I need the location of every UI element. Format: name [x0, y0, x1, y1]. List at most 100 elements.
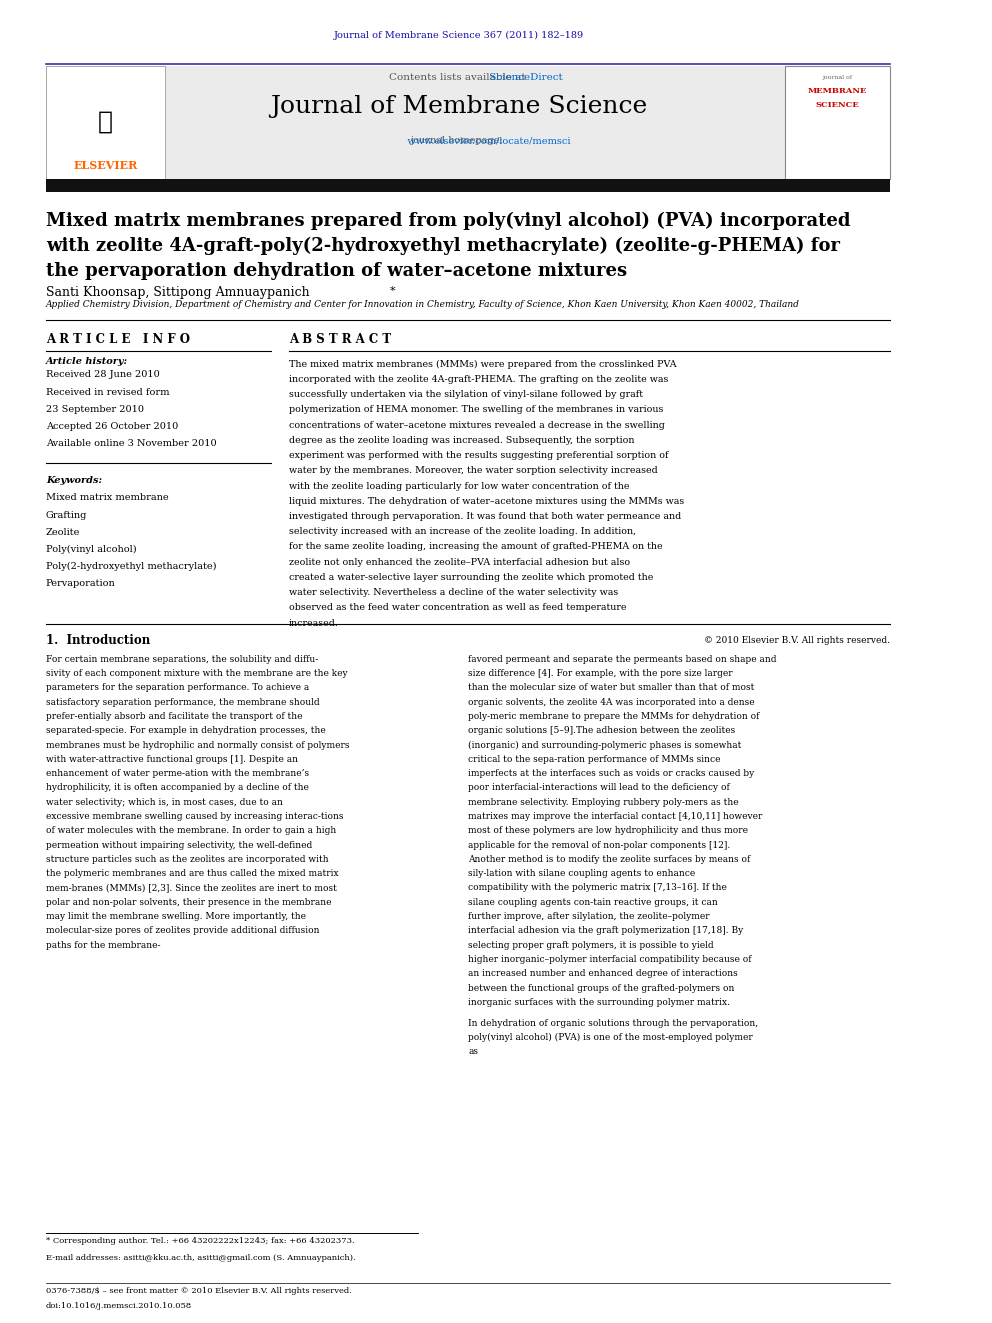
Text: * Corresponding author. Tel.: +66 43202222x12243; fax: +66 43202373.: * Corresponding author. Tel.: +66 432022… [46, 1237, 354, 1245]
Text: with zeolite 4A-ɡraft-poly(2-hydroxyethyl methacrylate) (zeolite-g-PHEMA) for: with zeolite 4A-ɡraft-poly(2-hydroxyethy… [46, 237, 840, 255]
Text: liquid mixtures. The dehydration of water–acetone mixtures using the MMMs was: liquid mixtures. The dehydration of wate… [289, 496, 684, 505]
Text: prefer-entially absorb and facilitate the transport of the: prefer-entially absorb and facilitate th… [46, 712, 303, 721]
Text: sivity of each component mixture with the membrane are the key: sivity of each component mixture with th… [46, 669, 347, 679]
Text: imperfects at the interfaces such as voids or cracks caused by: imperfects at the interfaces such as voi… [468, 769, 754, 778]
Text: journal homepage:: journal homepage: [411, 136, 507, 146]
Text: © 2010 Elsevier B.V. All rights reserved.: © 2010 Elsevier B.V. All rights reserved… [704, 636, 891, 646]
Text: the polymeric membranes and are thus called the mixed matrix: the polymeric membranes and are thus cal… [46, 869, 338, 878]
Text: inorganic surfaces with the surrounding polymer matrix.: inorganic surfaces with the surrounding … [468, 998, 730, 1007]
Text: Article history:: Article history: [46, 357, 128, 366]
Text: polar and non-polar solvents, their presence in the membrane: polar and non-polar solvents, their pres… [46, 898, 331, 906]
Text: 23 September 2010: 23 September 2010 [46, 405, 144, 414]
Text: Poly(vinyl alcohol): Poly(vinyl alcohol) [46, 545, 137, 554]
Text: of water molecules with the membrane. In order to gain a high: of water molecules with the membrane. In… [46, 827, 336, 835]
Text: matrixes may improve the interfacial contact [4,10,11] however: matrixes may improve the interfacial con… [468, 812, 763, 822]
Text: water selectivity; which is, in most cases, due to an: water selectivity; which is, in most cas… [46, 798, 283, 807]
Text: In dehydration of organic solutions through the pervaporation,: In dehydration of organic solutions thro… [468, 1019, 758, 1028]
Text: silane coupling agents con-tain reactive groups, it can: silane coupling agents con-tain reactive… [468, 898, 718, 906]
Text: E-mail addresses: asitti@kku.ac.th, asitti@gmail.com (S. Amnuaypanich).: E-mail addresses: asitti@kku.ac.th, asit… [46, 1254, 355, 1262]
Text: structure particles such as the zeolites are incorporated with: structure particles such as the zeolites… [46, 855, 328, 864]
Text: higher inorganic–polymer interfacial compatibility because of: higher inorganic–polymer interfacial com… [468, 955, 752, 964]
Text: with water-attractive functional groups [1]. Despite an: with water-attractive functional groups … [46, 755, 298, 763]
Text: zeolite not only enhanced the zeolite–PVA interfacial adhesion but also: zeolite not only enhanced the zeolite–PV… [289, 557, 630, 566]
Text: Mixed matrix membranes prepared from poly(vinyl alcohol) (PVA) incorporated: Mixed matrix membranes prepared from pol… [46, 212, 850, 230]
Text: successfully undertaken via the silylation of vinyl-silane followed by graft: successfully undertaken via the silylati… [289, 390, 643, 400]
Text: interfacial adhesion via the graft polymerization [17,18]. By: interfacial adhesion via the graft polym… [468, 926, 743, 935]
Text: most of these polymers are low hydrophilicity and thus more: most of these polymers are low hydrophil… [468, 827, 748, 835]
Text: Received 28 June 2010: Received 28 June 2010 [46, 370, 160, 380]
Text: the pervaporation dehydration of water–acetone mixtures: the pervaporation dehydration of water–a… [46, 262, 627, 280]
Text: organic solvents, the zeolite 4A was incorporated into a dense: organic solvents, the zeolite 4A was inc… [468, 697, 755, 706]
Text: ScienceDirect: ScienceDirect [355, 73, 562, 82]
Text: The mixed matrix membranes (MMMs) were prepared from the crosslinked PVA: The mixed matrix membranes (MMMs) were p… [289, 360, 677, 369]
Text: A R T I C L E   I N F O: A R T I C L E I N F O [46, 333, 189, 347]
Text: Pervaporation: Pervaporation [46, 579, 116, 589]
Text: compatibility with the polymeric matrix [7,13–16]. If the: compatibility with the polymeric matrix … [468, 884, 727, 893]
Text: Applied Chemistry Division, Department of Chemistry and Center for Innovation in: Applied Chemistry Division, Department o… [46, 300, 800, 310]
FancyBboxPatch shape [46, 179, 891, 192]
Text: polymerization of HEMA monomer. The swelling of the membranes in various: polymerization of HEMA monomer. The swel… [289, 405, 664, 414]
Text: favored permeant and separate the permeants based on shape and: favored permeant and separate the permea… [468, 655, 777, 664]
Text: critical to the sepa-ration performance of MMMs since: critical to the sepa-ration performance … [468, 755, 720, 763]
FancyBboxPatch shape [46, 66, 166, 179]
Text: 🌳: 🌳 [98, 110, 113, 134]
Text: satisfactory separation performance, the membrane should: satisfactory separation performance, the… [46, 697, 319, 706]
Text: Mixed matrix membrane: Mixed matrix membrane [46, 493, 169, 503]
Text: *: * [390, 286, 396, 296]
Text: membranes must be hydrophilic and normally consist of polymers: membranes must be hydrophilic and normal… [46, 741, 349, 750]
Text: as: as [468, 1048, 478, 1056]
Text: 1.  Introduction: 1. Introduction [46, 634, 150, 647]
Text: incorporated with the zeolite 4A-graft-PHEMA. The grafting on the zeolite was: incorporated with the zeolite 4A-graft-P… [289, 376, 669, 384]
Text: increased.: increased. [289, 618, 339, 627]
FancyBboxPatch shape [785, 66, 891, 179]
Text: for the same zeolite loading, increasing the amount of grafted-PHEMA on the: for the same zeolite loading, increasing… [289, 542, 663, 552]
Text: 0376-7388/$ – see front matter © 2010 Elsevier B.V. All rights reserved.: 0376-7388/$ – see front matter © 2010 El… [46, 1287, 352, 1295]
Text: investigated through pervaporation. It was found that both water permeance and: investigated through pervaporation. It w… [289, 512, 682, 521]
Text: parameters for the separation performance. To achieve a: parameters for the separation performanc… [46, 684, 310, 692]
Text: For certain membrane separations, the solubility and diffu-: For certain membrane separations, the so… [46, 655, 318, 664]
Text: hydrophilicity, it is often accompanied by a decline of the: hydrophilicity, it is often accompanied … [46, 783, 309, 792]
Text: Contents lists available at: Contents lists available at [389, 73, 529, 82]
Text: Zeolite: Zeolite [46, 528, 80, 537]
Text: doi:10.1016/j.memsci.2010.10.058: doi:10.1016/j.memsci.2010.10.058 [46, 1302, 192, 1310]
Text: MEMBRANE: MEMBRANE [807, 87, 867, 95]
Text: journal of: journal of [822, 75, 852, 81]
Text: organic solutions [5–9].The adhesion between the zeolites: organic solutions [5–9].The adhesion bet… [468, 726, 735, 736]
Text: Accepted 26 October 2010: Accepted 26 October 2010 [46, 422, 179, 431]
Text: with the zeolite loading particularly for low water concentration of the: with the zeolite loading particularly fo… [289, 482, 630, 491]
FancyBboxPatch shape [46, 66, 891, 179]
Text: size difference [4]. For example, with the pore size larger: size difference [4]. For example, with t… [468, 669, 733, 679]
Text: selectivity increased with an increase of the zeolite loading. In addition,: selectivity increased with an increase o… [289, 527, 636, 536]
Text: www.elsevier.com/locate/memsci: www.elsevier.com/locate/memsci [347, 136, 570, 146]
Text: molecular-size pores of zeolites provide additional diffusion: molecular-size pores of zeolites provide… [46, 926, 319, 935]
Text: created a water-selective layer surrounding the zeolite which promoted the: created a water-selective layer surround… [289, 573, 654, 582]
Text: separated-specie. For example in dehydration processes, the: separated-specie. For example in dehydra… [46, 726, 325, 736]
Text: water selectivity. Nevertheless a decline of the water selectivity was: water selectivity. Nevertheless a declin… [289, 587, 618, 597]
Text: selecting proper graft polymers, it is possible to yield: selecting proper graft polymers, it is p… [468, 941, 713, 950]
Text: paths for the membrane-: paths for the membrane- [46, 941, 161, 950]
Text: Available online 3 November 2010: Available online 3 November 2010 [46, 439, 216, 448]
Text: (inorganic) and surrounding-polymeric phases is somewhat: (inorganic) and surrounding-polymeric ph… [468, 741, 741, 750]
Text: applicable for the removal of non-polar components [12].: applicable for the removal of non-polar … [468, 840, 730, 849]
Text: SCIENCE: SCIENCE [815, 101, 859, 108]
Text: Santi Khoonsap, Sittipong Amnuaypanich: Santi Khoonsap, Sittipong Amnuaypanich [46, 286, 310, 299]
Text: an increased number and enhanced degree of interactions: an increased number and enhanced degree … [468, 970, 738, 978]
Text: poor interfacial-interactions will lead to the deficiency of: poor interfacial-interactions will lead … [468, 783, 730, 792]
Text: experiment was performed with the results suggesting preferential sorption of: experiment was performed with the result… [289, 451, 669, 460]
Text: observed as the feed water concentration as well as feed temperature: observed as the feed water concentration… [289, 603, 627, 613]
Text: Keywords:: Keywords: [46, 476, 102, 486]
Text: A B S T R A C T: A B S T R A C T [289, 333, 391, 347]
Text: concentrations of water–acetone mixtures revealed a decrease in the swelling: concentrations of water–acetone mixtures… [289, 421, 665, 430]
Text: Another method is to modify the zeolite surfaces by means of: Another method is to modify the zeolite … [468, 855, 750, 864]
Text: Grafting: Grafting [46, 511, 87, 520]
Text: water by the membranes. Moreover, the water sorption selectivity increased: water by the membranes. Moreover, the wa… [289, 466, 658, 475]
Text: membrane selectivity. Employing rubbery poly-mers as the: membrane selectivity. Employing rubbery … [468, 798, 739, 807]
Text: ELSEVIER: ELSEVIER [73, 160, 138, 171]
Text: poly-meric membrane to prepare the MMMs for dehydration of: poly-meric membrane to prepare the MMMs … [468, 712, 760, 721]
Text: Poly(2-hydroxyethyl methacrylate): Poly(2-hydroxyethyl methacrylate) [46, 562, 216, 572]
Text: sily-lation with silane coupling agents to enhance: sily-lation with silane coupling agents … [468, 869, 695, 878]
Text: poly(vinyl alcohol) (PVA) is one of the most-employed polymer: poly(vinyl alcohol) (PVA) is one of the … [468, 1033, 753, 1043]
Text: further improve, after silylation, the zeolite–polymer: further improve, after silylation, the z… [468, 912, 709, 921]
Text: enhancement of water perme-ation with the membrane’s: enhancement of water perme-ation with th… [46, 769, 310, 778]
Text: permeation without impairing selectivity, the well-defined: permeation without impairing selectivity… [46, 840, 312, 849]
